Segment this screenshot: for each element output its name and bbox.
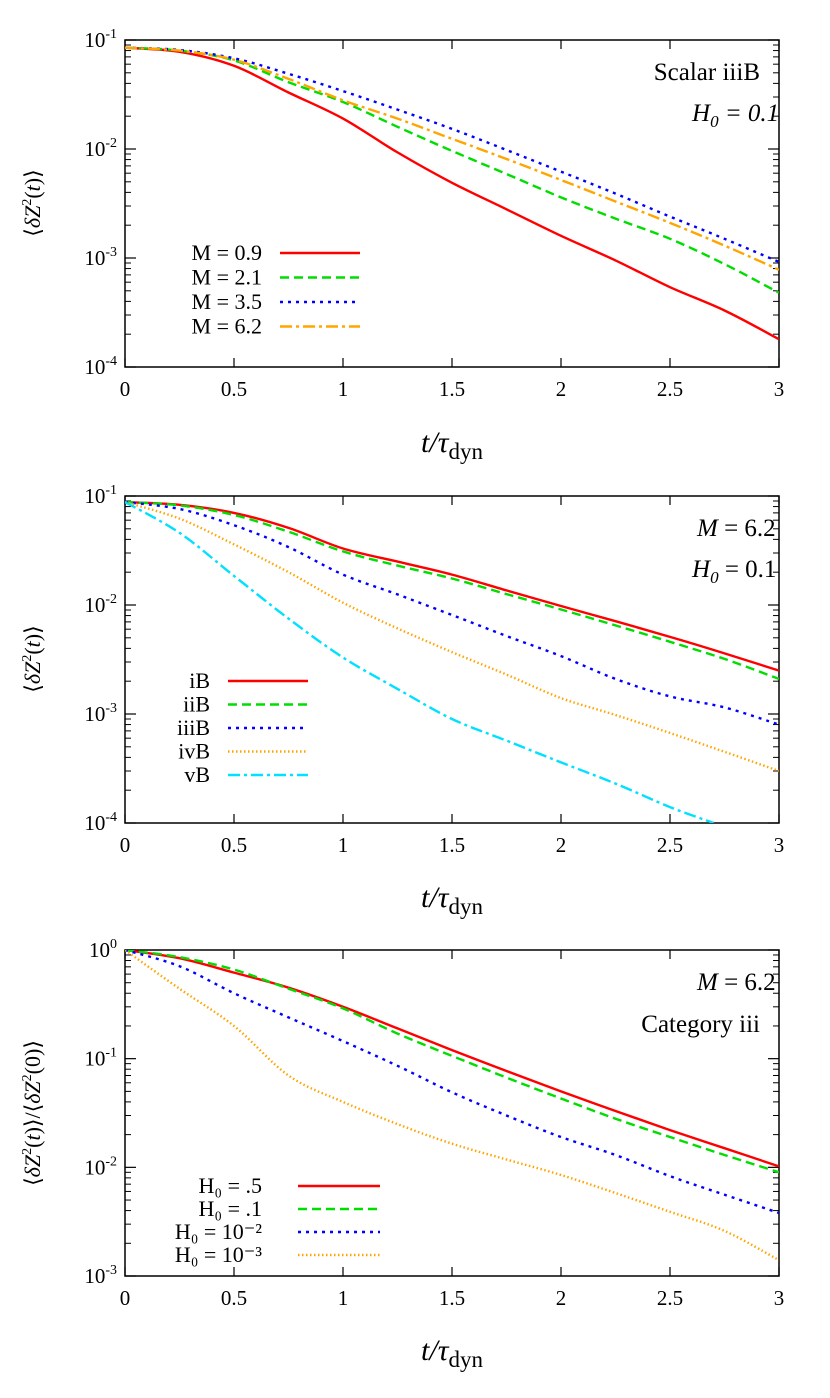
series-line-2 <box>125 500 779 681</box>
x-tick-label: 0.5 <box>221 1286 247 1310</box>
panel-3-ticks: 0 0.5 1 1.5 2 2.5 3 10-3 10-2 10-1 100 <box>84 937 784 1310</box>
y-tick-label: 10-3 <box>84 701 117 726</box>
x-tick-label: 2 <box>556 1286 567 1310</box>
x-tick-label: 2 <box>556 833 567 857</box>
legend-label-3: H₀ = 10⁻² <box>175 1219 263 1244</box>
x-tick-label: 0.5 <box>221 377 247 401</box>
legend-label-1: H₀ = .5 <box>199 1173 262 1198</box>
y-tick-label: 10-2 <box>84 136 117 161</box>
x-tick-label: 1 <box>338 1286 349 1310</box>
y-tick-label: 10-2 <box>84 1154 117 1179</box>
panel-3-annotation-line-1: M = 6.2 <box>696 969 776 996</box>
legend-label-5: vB <box>184 762 210 787</box>
x-tick-label: 3 <box>774 1286 785 1310</box>
x-tick-label: 0.5 <box>221 833 247 857</box>
panel-2-y-axis-label: ⟨δZ2(t)⟩ <box>20 625 45 692</box>
y-tick-label: 10-3 <box>84 245 117 270</box>
panel-3-x-axis-label: t/τdyn <box>421 1334 483 1372</box>
x-tick-label: 1.5 <box>439 1286 465 1310</box>
x-tick-label: 1.5 <box>439 833 465 857</box>
series-line-1 <box>125 46 779 341</box>
x-tick-label: 2.5 <box>657 377 683 401</box>
x-tick-label: 0 <box>120 377 131 401</box>
series-line-4 <box>125 46 779 271</box>
x-tick-label: 3 <box>774 377 785 401</box>
series-line-3 <box>125 500 779 726</box>
legend-label-1: M = 0.9 <box>192 240 262 265</box>
x-tick-label: 2 <box>556 377 567 401</box>
legend-label-2: iiB <box>183 692 210 717</box>
legend-label-4: H₀ = 10⁻³ <box>175 1242 263 1267</box>
y-tick-label: 10-3 <box>84 1263 117 1288</box>
x-tick-label: 2.5 <box>657 1286 683 1310</box>
series-line-2 <box>125 46 779 294</box>
panel-1-annotation-line-2: H0 = 0.1 <box>691 100 779 131</box>
panel-3-y-axis-label: ⟨δZ2(t)⟩/⟨δZ2(0)⟩ <box>20 1040 45 1186</box>
y-tick-label: 10-1 <box>84 27 117 52</box>
y-tick-label: 10-2 <box>84 592 117 617</box>
series-line-4 <box>125 500 779 773</box>
panel-3-series <box>125 950 779 1262</box>
panel-1-series <box>125 46 779 341</box>
legend-label-2: M = 2.1 <box>192 265 262 290</box>
y-tick-label: 100 <box>89 937 117 962</box>
x-tick-label: 0 <box>120 833 131 857</box>
panel-2-annotation-line-2: H0 = 0.1 <box>691 556 776 587</box>
y-tick-label: 10-4 <box>84 810 117 835</box>
panel-1: 0 0.5 1 1.5 2 2.5 310-410-310-210-1 M = 0.9M =… <box>20 27 784 464</box>
series-line-1 <box>125 950 779 1168</box>
legend-label-1: iB <box>189 668 210 693</box>
series-line-4 <box>125 950 779 1262</box>
panel-2: 0 0.5 1 1.5 2 2.5 3 10-4 10-3 10-2 10-1 iBiiBiiiBi… <box>20 483 784 919</box>
y-tick-label: 10-1 <box>84 483 117 508</box>
x-tick-label: 1.5 <box>439 377 465 401</box>
x-tick-label: 0 <box>120 1286 131 1310</box>
legend-label-4: M = 6.2 <box>192 314 262 339</box>
x-tick-label: 3 <box>774 833 785 857</box>
panel-1-x-axis-label: t/τdyn <box>421 426 483 464</box>
series-line-5 <box>125 501 715 823</box>
panel-1-y-axis-label: ⟨δZ2(t)⟩ <box>20 169 45 236</box>
panel-2-series <box>125 500 779 823</box>
series-line-1 <box>125 500 779 672</box>
panel-2-frame <box>124 495 780 824</box>
panel-2-ticks: 0 0.5 1 1.5 2 2.5 3 10-4 10-3 10-2 10-1 <box>84 483 784 857</box>
panel-2-annotation-line-1: M = 6.2 <box>696 515 776 542</box>
x-tick-label: 2.5 <box>657 833 683 857</box>
panel-1-legend: M = 0.9M = 2.1M = 3.5M = 6.2 <box>192 240 360 339</box>
x-tick-label: 1 <box>338 833 349 857</box>
legend-label-2: H₀ = .1 <box>199 1196 262 1221</box>
legend-label-3: M = 3.5 <box>192 289 262 314</box>
panel-2-x-axis-label: t/τdyn <box>421 881 483 919</box>
x-tick-label: 1 <box>338 377 349 401</box>
panel-1-annotation-line-1: Scalar iiiB <box>654 59 760 86</box>
y-tick-label: 10-1 <box>84 1046 117 1071</box>
legend-label-4: ivB <box>178 739 210 764</box>
panel-3-legend: H₀ = .5H₀ = .1H₀ = 10⁻²H₀ = 10⁻³ <box>175 1173 380 1267</box>
legend-label-3: iiiB <box>177 715 210 740</box>
panel-3-annotation-line-2: Category iii <box>641 1011 760 1038</box>
series-line-2 <box>125 950 779 1174</box>
series-line-3 <box>125 46 779 264</box>
y-tick-label: 10-4 <box>84 354 117 379</box>
